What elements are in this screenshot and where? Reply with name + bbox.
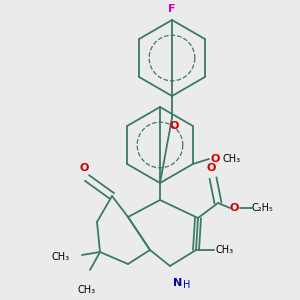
Text: CH₃: CH₃ <box>223 154 241 164</box>
Text: O: O <box>206 163 216 173</box>
Text: CH₃: CH₃ <box>216 245 234 255</box>
Text: CH₃: CH₃ <box>78 285 96 295</box>
Text: F: F <box>168 4 176 14</box>
Text: CH₃: CH₃ <box>52 252 70 262</box>
Text: O: O <box>79 163 89 173</box>
Text: O: O <box>169 121 179 131</box>
Text: N: N <box>173 278 182 288</box>
Text: O: O <box>211 154 220 164</box>
Text: C₂H₅: C₂H₅ <box>252 203 274 213</box>
Text: O: O <box>230 203 239 213</box>
Text: H: H <box>183 280 190 290</box>
